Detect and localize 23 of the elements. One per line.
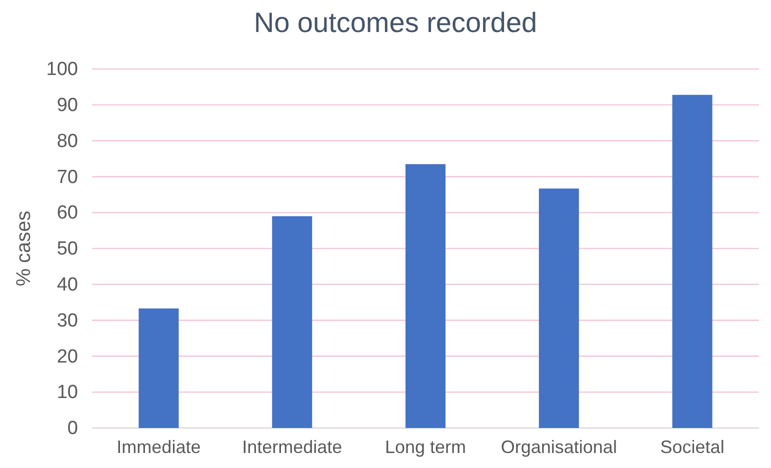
y-tick-label: 30 bbox=[56, 310, 78, 332]
chart-title: No outcomes recorded bbox=[254, 7, 538, 38]
y-tick-label: 10 bbox=[56, 382, 78, 404]
x-tick-label: Long term bbox=[384, 436, 466, 457]
bar bbox=[405, 164, 446, 428]
bar bbox=[672, 94, 712, 428]
bar bbox=[272, 216, 312, 428]
y-tick-label: 40 bbox=[56, 274, 78, 296]
bar bbox=[138, 308, 179, 428]
bar bbox=[538, 188, 579, 428]
x-tick-label: Societal bbox=[660, 436, 724, 457]
y-tick-label: 60 bbox=[56, 202, 78, 224]
x-tick-label: Organisational bbox=[500, 436, 617, 457]
x-tick-label: Intermediate bbox=[242, 436, 342, 457]
x-tick-label: Immediate bbox=[116, 436, 201, 457]
y-tick-label: 50 bbox=[56, 238, 78, 260]
y-axis-title: % cases bbox=[13, 210, 35, 286]
y-tick-label: 100 bbox=[46, 59, 78, 80]
y-tick-label: 90 bbox=[56, 94, 78, 116]
y-tick-label: 20 bbox=[56, 346, 78, 368]
y-tick-label: 0 bbox=[67, 418, 78, 440]
y-tick-label: 70 bbox=[56, 166, 78, 188]
y-tick-label: 80 bbox=[56, 130, 78, 152]
